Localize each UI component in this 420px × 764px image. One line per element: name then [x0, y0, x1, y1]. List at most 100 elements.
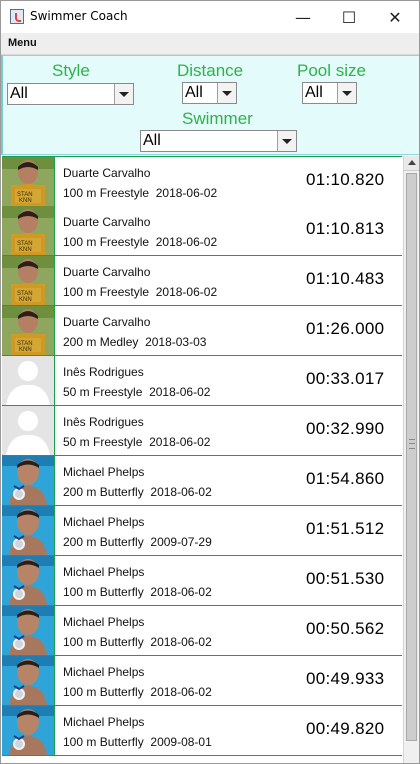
avatar: [2, 656, 54, 705]
event-distance: 200 m: [63, 335, 97, 349]
swimmer-name: Duarte Carvalho: [63, 315, 151, 329]
swimmer-filter-label: Swimmer: [182, 109, 253, 128]
event-detail: 200 m Medley 2018-03-03: [63, 335, 206, 349]
svg-text:STAN: STAN: [17, 291, 33, 297]
filter-panel: Style All Distance All Pool size All Swi…: [1, 55, 419, 155]
event-distance: 100 m: [63, 585, 97, 599]
style-filter-select[interactable]: All: [7, 83, 134, 105]
event-style: Butterfly: [99, 635, 144, 649]
swimmer-name: Michael Phelps: [63, 615, 145, 629]
row-divider: [54, 656, 55, 705]
swim-time: 01:10.813: [306, 219, 385, 238]
chevron-down-icon[interactable]: [217, 83, 236, 103]
event-style: Medley: [99, 335, 139, 349]
title-bar[interactable]: Swimmer Coach — ☐ ✕: [1, 1, 419, 33]
row-divider: [54, 506, 55, 555]
swim-time: 01:54.860: [306, 469, 385, 488]
avatar: [2, 606, 54, 655]
event-date: 2009-08-01: [150, 735, 212, 749]
swim-time: 01:26.000: [306, 319, 385, 338]
maximize-button[interactable]: ☐: [341, 7, 357, 27]
close-button[interactable]: ✕: [388, 7, 402, 27]
swimmer-filter-select[interactable]: All: [140, 130, 297, 152]
swimmer-name: Michael Phelps: [63, 465, 145, 479]
event-date: 2009-07-29: [150, 535, 212, 549]
swimmer-name: Inês Rodrigues: [63, 365, 144, 379]
distance-filter-select[interactable]: All: [182, 82, 237, 104]
list-item[interactable]: STAN KNN Duarte Carvalho 200 m Medley 2018-…: [2, 306, 402, 356]
distance-filter-value: All: [185, 84, 203, 101]
chevron-down-icon[interactable]: [337, 83, 356, 103]
list-item[interactable]: Inês Rodrigues 50 m Freestyle 2018-06-02 0…: [2, 356, 402, 406]
event-detail: 100 m Freestyle 2018-06-02: [63, 186, 217, 200]
swim-time: 01:10.820: [306, 170, 385, 189]
list-item[interactable]: STAN KNN Duarte Carvalho 100 m Freestyle 20…: [2, 206, 402, 256]
event-detail: 100 m Butterfly 2018-06-02: [63, 585, 212, 599]
event-distance: 200 m: [63, 485, 97, 499]
event-style: Butterfly: [99, 685, 144, 699]
event-distance: 100 m: [63, 735, 97, 749]
menu-item-menu[interactable]: Menu: [8, 37, 37, 49]
chevron-down-icon[interactable]: [277, 131, 296, 151]
event-style: Freestyle: [99, 235, 150, 249]
row-divider: [54, 306, 55, 355]
row-divider: [54, 157, 55, 206]
list-item[interactable]: STAN KNN Duarte Carvalho 100 m Freestyle 20…: [2, 256, 402, 306]
vertical-scrollbar[interactable]: [403, 156, 419, 763]
pool-size-filter-value: All: [305, 84, 323, 101]
scroll-up-button[interactable]: [404, 156, 419, 171]
svg-text:STAN: STAN: [17, 192, 33, 198]
avatar: STAN KNN: [2, 157, 54, 206]
results-list[interactable]: STAN KNN Duarte Carvalho 100 m Freestyle 20…: [2, 156, 403, 763]
list-item[interactable]: STAN KNN Duarte Carvalho 100 m Freestyle 20…: [2, 156, 402, 207]
event-date: 2018-06-02: [150, 485, 212, 499]
event-detail: 200 m Butterfly 2009-07-29: [63, 535, 212, 549]
event-style: Butterfly: [99, 535, 144, 549]
row-divider: [54, 206, 55, 255]
event-detail: 50 m Freestyle 2018-06-02: [63, 435, 210, 449]
avatar: [2, 506, 54, 555]
list-item[interactable]: Michael Phelps 100 m Butterfly 2009-08-01…: [2, 706, 402, 756]
minimize-button[interactable]: —: [295, 7, 311, 27]
list-item[interactable]: Michael Phelps 100 m Butterfly 2018-06-02…: [2, 606, 402, 656]
pool-size-filter-select[interactable]: All: [302, 82, 357, 104]
style-filter-label: Style: [52, 61, 90, 80]
avatar: [2, 406, 54, 455]
event-distance: 50 m: [63, 435, 90, 449]
event-distance: 100 m: [63, 685, 97, 699]
list-item[interactable]: Michael Phelps 200 m Butterfly 2018-06-02…: [2, 456, 402, 506]
list-item[interactable]: Michael Phelps 200 m Butterfly 2009-07-29…: [2, 506, 402, 556]
list-item[interactable]: Inês Rodrigues 50 m Freestyle 2018-06-02 0…: [2, 406, 402, 456]
row-divider: [54, 456, 55, 505]
pool-size-filter-label: Pool size: [297, 61, 366, 80]
svg-text:KNN: KNN: [19, 347, 32, 353]
avatar: STAN KNN: [2, 306, 54, 355]
event-detail: 100 m Butterfly 2018-06-02: [63, 685, 212, 699]
swimmer-name: Michael Phelps: [63, 665, 145, 679]
event-detail: 100 m Butterfly 2009-08-01: [63, 735, 212, 749]
svg-text:KNN: KNN: [19, 198, 32, 204]
row-divider: [54, 256, 55, 305]
list-item[interactable]: Michael Phelps 100 m Butterfly 2018-06-02…: [2, 556, 402, 606]
distance-filter-label: Distance: [177, 61, 244, 80]
avatar: [2, 706, 54, 755]
row-divider: [54, 556, 55, 605]
swim-time: 00:51.530: [306, 569, 385, 588]
list-item[interactable]: Michael Phelps 100 m Butterfly 2018-06-02…: [2, 656, 402, 706]
swim-time: 00:50.562: [306, 619, 385, 638]
scroll-thumb[interactable]: [406, 173, 417, 741]
swimmer-name: Michael Phelps: [63, 565, 145, 579]
row-divider: [54, 606, 55, 655]
style-filter-value: All: [10, 85, 28, 102]
event-date: 2018-06-02: [149, 435, 211, 449]
swimmer-name: Inês Rodrigues: [63, 415, 144, 429]
swimmer-name: Duarte Carvalho: [63, 166, 151, 180]
svg-text:KNN: KNN: [19, 297, 32, 303]
grip-icon: [409, 439, 415, 449]
event-distance: 100 m: [63, 635, 97, 649]
chevron-down-icon[interactable]: [114, 84, 133, 104]
event-date: 2018-06-02: [150, 635, 212, 649]
event-date: 2018-06-02: [149, 385, 211, 399]
swim-time: 00:49.933: [306, 669, 385, 688]
